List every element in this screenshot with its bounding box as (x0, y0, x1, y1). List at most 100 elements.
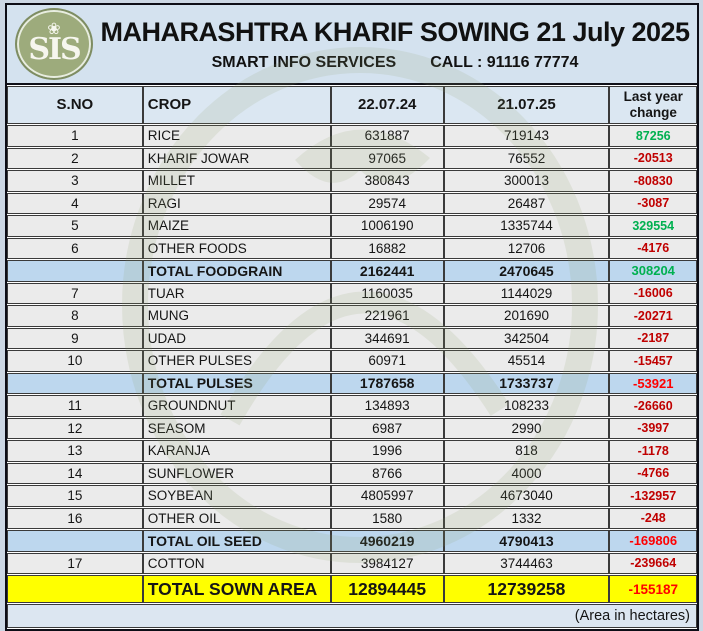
cell-sno: 3 (7, 170, 143, 192)
cell-sno: 11 (7, 395, 143, 417)
table-row: 8 MUNG 221961 201690 -20271 (7, 305, 697, 327)
table-row: 5 MAIZE 1006190 1335744 329554 (7, 215, 697, 237)
column-header-change: Last year change (609, 86, 697, 124)
table-row: 17 COTTON 3984127 3744463 -239664 (7, 552, 697, 574)
cell-crop: COTTON (142, 552, 331, 574)
cell-change: -16006 (609, 282, 697, 304)
cell-v1: 97065 (330, 147, 444, 169)
cell-change: -155187 (609, 575, 697, 603)
cell-sno: 2 (7, 147, 143, 169)
cell-v1: 8766 (330, 462, 444, 484)
cell-v2: 4000 (443, 462, 610, 484)
cell-v1: 1160035 (330, 282, 444, 304)
cell-crop: MUNG (142, 305, 331, 327)
cell-v1: 1996 (330, 440, 444, 462)
cell-sno: 9 (7, 327, 143, 349)
cell-v2: 4790413 (443, 530, 610, 552)
table-row: 7 TUAR 1160035 1144029 -16006 (7, 282, 697, 304)
cell-sno (7, 575, 143, 603)
cell-v1: 3984127 (330, 552, 444, 574)
cell-sno: 8 (7, 305, 143, 327)
cell-v1: 1580 (330, 507, 444, 529)
cell-sno: 15 (7, 485, 143, 507)
table-row: 11 GROUNDNUT 134893 108233 -26660 (7, 395, 697, 417)
cell-v2: 1335744 (443, 215, 610, 237)
cell-v1: 4960219 (330, 530, 444, 552)
cell-sno (7, 530, 143, 552)
cell-crop: RAGI (142, 192, 331, 214)
cell-crop: MILLET (142, 170, 331, 192)
cell-change: -53921 (609, 372, 697, 394)
cell-v1: 221961 (330, 305, 444, 327)
cell-sno (7, 372, 143, 394)
table-row: 15 SOYBEAN 4805997 4673040 -132957 (7, 485, 697, 507)
logo-text: SIS (28, 32, 81, 67)
cell-crop: OTHER FOODS (142, 237, 331, 259)
cell-crop: TOTAL PULSES (142, 372, 331, 394)
cell-v1: 60971 (330, 350, 444, 372)
cell-change: -4766 (609, 462, 697, 484)
cell-v1: 2162441 (330, 260, 444, 282)
cell-sno: 10 (7, 350, 143, 372)
cell-change: -20513 (609, 147, 697, 169)
cell-v2: 1144029 (443, 282, 610, 304)
table-row: 10 OTHER PULSES 60971 45514 -15457 (7, 350, 697, 372)
table-row: 1 RICE 631887 719143 87256 (7, 125, 697, 147)
cell-crop: RICE (142, 125, 331, 147)
cell-v2: 76552 (443, 147, 610, 169)
cell-v2: 1332 (443, 507, 610, 529)
cell-v1: 12894445 (330, 575, 444, 603)
cell-crop: SUNFLOWER (142, 462, 331, 484)
cell-v1: 134893 (330, 395, 444, 417)
cell-change: -4176 (609, 237, 697, 259)
cell-v1: 631887 (330, 125, 444, 147)
cell-sno: 4 (7, 192, 143, 214)
cell-v2: 2990 (443, 417, 610, 439)
table-row: 6 OTHER FOODS 16882 12706 -4176 (7, 237, 697, 259)
header-text: MAHARASHTRA KHARIF SOWING 21 July 2025 S… (93, 17, 697, 72)
cell-crop: MAIZE (142, 215, 331, 237)
cell-change: 329554 (609, 215, 697, 237)
sowing-table: S.NO CROP 22.07.24 21.07.25 Last year ch… (7, 85, 697, 629)
cell-sno: 16 (7, 507, 143, 529)
column-header-crop: CROP (142, 86, 331, 124)
cell-crop: OTHER OIL (142, 507, 331, 529)
cell-sno: 14 (7, 462, 143, 484)
table-row: TOTAL OIL SEED 4960219 4790413 -169806 (7, 530, 697, 552)
cell-v2: 12739258 (443, 575, 610, 603)
cell-change: -239664 (609, 552, 697, 574)
cell-v1: 344691 (330, 327, 444, 349)
cell-v2: 2470645 (443, 260, 610, 282)
cell-v2: 4673040 (443, 485, 610, 507)
page-title: MAHARASHTRA KHARIF SOWING 21 July 2025 (100, 16, 690, 47)
cell-v1: 1787658 (330, 372, 444, 394)
table-row: 14 SUNFLOWER 8766 4000 -4766 (7, 462, 697, 484)
table-row: 3 MILLET 380843 300013 -80830 (7, 170, 697, 192)
cell-crop: TOTAL SOWN AREA (142, 575, 331, 603)
cell-change: -1178 (609, 440, 697, 462)
column-header-date2: 21.07.25 (443, 86, 610, 124)
cell-sno: 13 (7, 440, 143, 462)
column-header-date1: 22.07.24 (330, 86, 444, 124)
cell-crop: SEASOM (142, 417, 331, 439)
table-row: 4 RAGI 29574 26487 -3087 (7, 192, 697, 214)
cell-crop: KHARIF JOWAR (142, 147, 331, 169)
cell-change: -15457 (609, 350, 697, 372)
cell-change: -20271 (609, 305, 697, 327)
cell-v1: 16882 (330, 237, 444, 259)
cell-crop: TUAR (142, 282, 331, 304)
cell-v2: 719143 (443, 125, 610, 147)
subtitle: SMART INFO SERVICES CALL : 91116 77774 (212, 54, 579, 72)
table-row: TOTAL FOODGRAIN 2162441 2470645 308204 (7, 260, 697, 282)
cell-v2: 12706 (443, 237, 610, 259)
cell-sno: 7 (7, 282, 143, 304)
table-row: TOTAL SOWN AREA 12894445 12739258 -15518… (7, 575, 697, 603)
cell-crop: UDAD (142, 327, 331, 349)
cell-sno: 12 (7, 417, 143, 439)
cell-v1: 4805997 (330, 485, 444, 507)
sis-logo: ❀ SIS (15, 8, 93, 80)
unit-note: (Area in hectares) (7, 604, 697, 628)
cotton-flower-icon: ❀ (47, 21, 61, 38)
cell-v1: 29574 (330, 192, 444, 214)
call-number: CALL : 91116 77774 (430, 53, 579, 71)
